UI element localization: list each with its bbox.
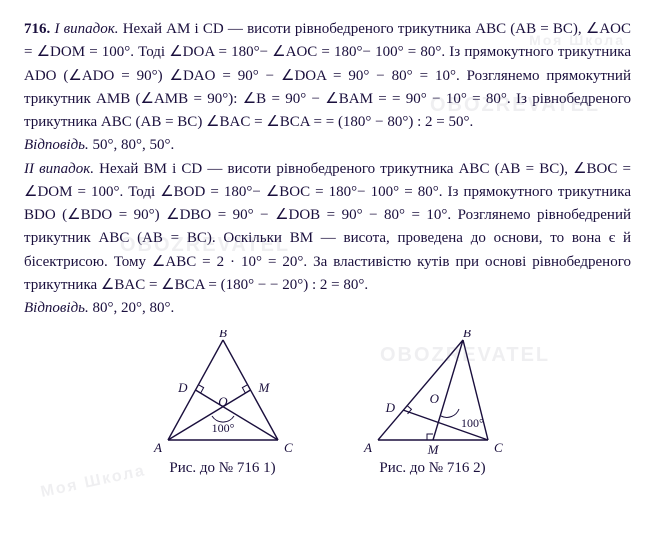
svg-text:O: O — [218, 394, 228, 409]
case-1-answer-line: Відповідь. 50°, 80°, 50°. — [24, 134, 631, 157]
figure-1-svg: A B C D M O 100° — [148, 330, 298, 455]
figure-2-svg: A B C D M O 100° — [358, 330, 508, 455]
figure-2-caption: Рис. до № 716 2) — [358, 457, 508, 480]
svg-text:100°: 100° — [211, 421, 234, 435]
figure-1: A B C D M O 100° Рис. до № 716 1) — [148, 330, 298, 480]
solution-case-1: 716. І випадок. Нехай AM і CD — висоти р… — [24, 18, 631, 134]
case-1-heading: І випадок. — [54, 21, 118, 37]
solution-case-2: ІІ випадок. Нехай BM і CD — висоти рівно… — [24, 158, 631, 298]
answer-label: Відповідь. — [24, 137, 89, 153]
case-2-heading: ІІ випадок. — [24, 161, 94, 177]
svg-text:O: O — [429, 391, 439, 406]
case-2-answer: 80°, 20°, 80°. — [93, 300, 175, 316]
svg-text:C: C — [494, 440, 503, 455]
figures-row: A B C D M O 100° Рис. до № 716 1) A B C D M O 100° Р… — [24, 330, 631, 480]
case-2-answer-line: Відповідь. 80°, 20°, 80°. — [24, 297, 631, 320]
svg-text:A: A — [363, 440, 372, 455]
svg-text:100°: 100° — [461, 416, 484, 430]
case-1-body: Нехай AM і CD — висоти рівнобедреного тр… — [24, 21, 631, 130]
svg-text:M: M — [426, 442, 439, 455]
svg-text:B: B — [463, 330, 471, 340]
figure-2: A B C D M O 100° Рис. до № 716 2) — [358, 330, 508, 480]
answer-label: Відповідь. — [24, 300, 89, 316]
problem-number: 716. — [24, 21, 50, 37]
case-2-body: Нехай BM і CD — висоти рівнобедреного тр… — [24, 161, 631, 293]
svg-text:A: A — [153, 440, 162, 455]
case-1-answer: 50°, 80°, 50°. — [93, 137, 175, 153]
svg-text:C: C — [284, 440, 293, 455]
svg-text:D: D — [177, 380, 188, 395]
svg-text:D: D — [384, 400, 395, 415]
figure-1-caption: Рис. до № 716 1) — [148, 457, 298, 480]
svg-text:M: M — [257, 380, 270, 395]
svg-text:B: B — [219, 330, 227, 340]
